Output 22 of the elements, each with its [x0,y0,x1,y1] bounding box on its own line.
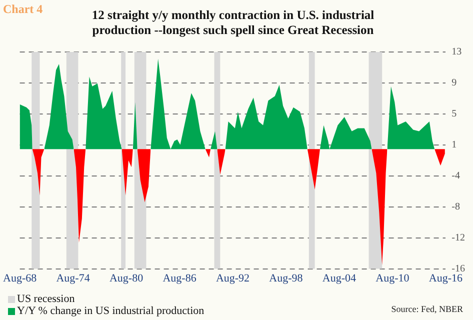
band-label: US recession [17,293,75,305]
x-tick-label: Aug-86 [162,272,197,284]
x-tick-label: Aug-74 [56,272,90,284]
x-tick-label: Aug-92 [216,272,250,284]
y-tick-label: -12 [452,232,466,244]
legend-label: Y/Y % change in US industrial production [17,305,204,317]
x-tick-label: Aug-98 [269,272,304,284]
y-tick-label: 13 [452,46,462,58]
y-tick-label: 9 [452,78,457,89]
source-note: Source: Fed, NBER [391,304,463,314]
x-tick-label: Aug-68 [3,272,38,284]
y-tick-label: -8 [452,201,460,212]
x-tick-label: Aug-16 [428,272,463,284]
x-tick-label: Aug-10 [376,272,410,284]
caption: Chart 4 [3,2,43,17]
x-tick-label: Aug-04 [322,272,357,284]
chart-title: 12 straight y/y monthly contraction in U.S. industrial production --longest such spell since Great Recession [90,8,376,38]
y-tick-label: 1 [452,140,457,151]
y-tick-label: 5 [452,108,457,120]
y-tick-label: -16 [452,263,466,274]
x-tick-label: Aug-80 [109,272,144,284]
y-tick-label: -4 [452,170,460,182]
